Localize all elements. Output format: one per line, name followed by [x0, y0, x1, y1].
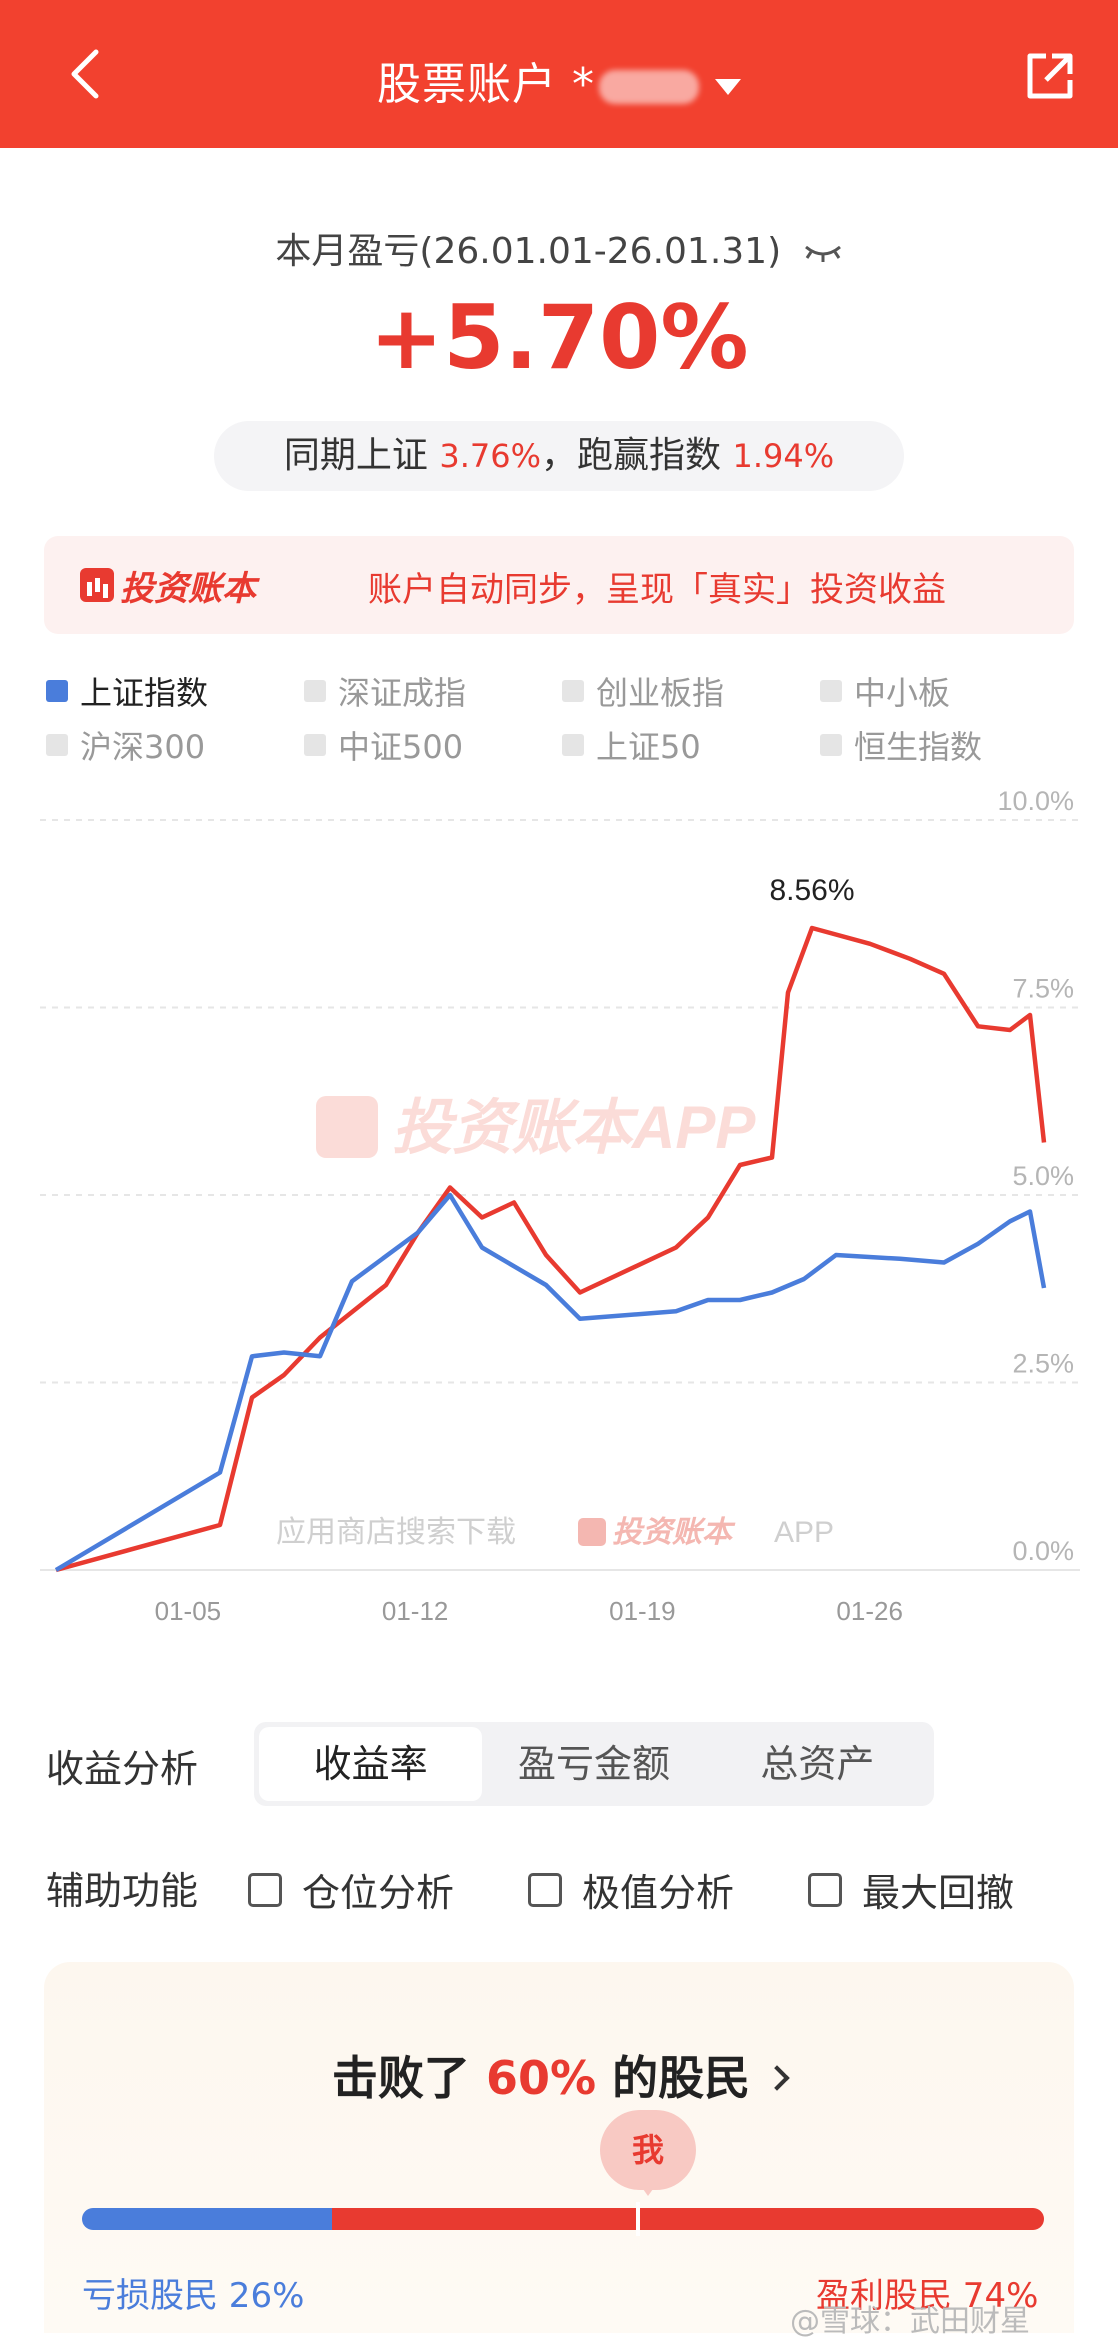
banner-text: 账户自动同步，呈现「真实」投资收益	[368, 570, 946, 610]
x-tick-label: 01-19	[609, 1596, 676, 1626]
legend-item-sme[interactable]: 中小板	[820, 668, 950, 714]
account-selector[interactable]: 股票账户 *	[0, 48, 1118, 112]
y-tick-label: 10.0%	[997, 786, 1074, 816]
loss-investors-label: 亏损股民 26%	[82, 2276, 305, 2316]
checkbox-square-icon	[562, 734, 584, 756]
caret-down-icon	[715, 79, 741, 95]
beat-headline: 击败了 60% 的股民	[44, 2042, 1074, 2108]
legend-label: 中证500	[338, 728, 464, 766]
chart-gridlines	[40, 819, 1080, 1571]
max-drawdown-checkbox[interactable]: 最大回撤	[808, 1862, 1014, 1917]
checkbox-label: 仓位分析	[302, 1871, 455, 1915]
watermark-small-logo-icon	[578, 1518, 606, 1546]
portfolio-return-line	[55, 925, 1047, 1573]
legend-item-shenzhen[interactable]: 深证成指	[304, 668, 466, 714]
beat-percent: 60%	[485, 2051, 597, 2105]
checkbox-icon	[808, 1872, 842, 1907]
y-tick-label: 0.0%	[1012, 1536, 1074, 1566]
beat-prefix: 击败了	[331, 2051, 470, 2105]
loss-segment	[82, 2208, 333, 2230]
checkbox-icon	[248, 1872, 282, 1907]
logo-text: 投资账本	[120, 568, 256, 609]
share-external-icon[interactable]	[1022, 48, 1078, 104]
tab-return-rate[interactable]: 收益率	[259, 1727, 483, 1801]
chart-series	[54, 925, 1047, 1573]
legend-label: 恒生指数	[854, 728, 983, 766]
y-tick-label: 2.5%	[1012, 1349, 1074, 1379]
checkbox-icon	[528, 1872, 562, 1907]
compare-prefix: 同期上证	[283, 435, 428, 476]
header-bar: 股票账户 *	[0, 0, 1118, 148]
aux-label: 辅助功能	[46, 1869, 199, 1913]
position-analysis-checkbox[interactable]: 仓位分析	[248, 1862, 454, 1917]
extreme-analysis-checkbox[interactable]: 极值分析	[528, 1862, 734, 1917]
shanghai-index-line	[54, 1192, 1047, 1572]
watermark-text: 投资账本APP	[392, 1094, 756, 1161]
index-return: 3.76%	[439, 437, 541, 475]
x-tick-label: 01-05	[155, 1596, 222, 1626]
watermark-logo-icon	[316, 1096, 378, 1158]
me-marker-bubble: 我	[600, 2110, 696, 2196]
tab-total-assets[interactable]: 总资产	[760, 1742, 875, 1786]
checkbox-square-icon	[820, 680, 842, 702]
y-tick-label: 5.0%	[1012, 1161, 1074, 1191]
legend-label: 中小板	[854, 674, 951, 712]
chart-download-watermark: 应用商店搜索下载 投资账本 APP	[276, 1516, 834, 1549]
masked-account-number	[599, 70, 699, 104]
chevron-right-icon	[764, 2064, 790, 2091]
checkbox-label: 最大回撤	[862, 1871, 1015, 1915]
watermark-brand-text: 投资账本	[612, 1516, 736, 1549]
compare-mid: ，跑赢指数	[541, 435, 722, 476]
tab-pnl-amount[interactable]: 盈亏金额	[517, 1742, 670, 1786]
y-axis-ticks: 0.0% 2.5% 5.0% 7.5% 10.0%	[997, 786, 1074, 1566]
checkbox-square-icon	[304, 734, 326, 756]
x-tick-label: 01-26	[836, 1596, 903, 1626]
legend-item-sse50[interactable]: 上证50	[562, 722, 701, 768]
return-chart[interactable]: 0.0%2.5%5.0%7.5%10.0% 01-05 01-12 01-19 01-…	[0, 780, 1118, 1660]
eye-closed-icon[interactable]	[803, 241, 843, 265]
analysis-label: 收益分析	[46, 1747, 199, 1791]
beat-investors-card[interactable]: 击败了 60% 的股民 我 亏损股民 26% 盈利股民 74%	[44, 1962, 1074, 2333]
watermark-download-text: 应用商店搜索下载	[276, 1516, 516, 1549]
peak-label: 8.56%	[769, 874, 854, 907]
legend-item-hangseng[interactable]: 恒生指数	[820, 722, 982, 768]
outperform-value: 1.94%	[732, 437, 835, 475]
page-title: 股票账户 *	[377, 59, 595, 110]
checkbox-square-icon	[820, 734, 842, 756]
beat-suffix: 的股民	[612, 2051, 751, 2105]
legend-item-csi300[interactable]: 沪深300	[46, 722, 205, 768]
me-position-marker	[636, 2202, 640, 2236]
period-label: 本月盈亏(26.01.01-26.01.31)	[0, 222, 1118, 274]
investor-distribution-bar	[82, 2208, 1044, 2230]
checkbox-square-icon	[562, 680, 584, 702]
checkbox-square-icon	[46, 734, 68, 756]
y-tick-label: 7.5%	[1012, 974, 1074, 1004]
legend-label: 深证成指	[338, 674, 467, 712]
promo-banner[interactable]: 投资账本 账户自动同步，呈现「真实」投资收益	[44, 536, 1074, 634]
period-text: 本月盈亏(26.01.01-26.01.31)	[275, 231, 782, 272]
checkbox-label: 极值分析	[582, 1871, 735, 1915]
legend-item-csi500[interactable]: 中证500	[304, 722, 463, 768]
chart-watermark: 投资账本APP	[316, 1094, 756, 1161]
legend-label: 创业板指	[596, 674, 725, 712]
legend-label: 沪深300	[80, 728, 206, 766]
checkbox-square-icon	[46, 680, 68, 702]
ledger-logo-icon	[80, 568, 114, 602]
monthly-pnl-percent: +5.70%	[369, 286, 749, 389]
legend-item-shanghai[interactable]: 上证指数	[46, 668, 208, 714]
chevron-left-icon[interactable]	[58, 44, 118, 104]
x-axis-ticks: 01-05 01-12 01-19 01-26	[155, 1596, 903, 1626]
legend-item-chinext[interactable]: 创业板指	[562, 668, 724, 714]
gain-investors-label: 盈利股民 74%	[816, 2276, 1039, 2316]
watermark-app-text: APP	[774, 1516, 834, 1549]
index-compare-pill: 同期上证 3.76%，跑赢指数 1.94%	[214, 421, 904, 491]
checkbox-square-icon	[304, 680, 326, 702]
snowball-watermark: @雪球：武田财星	[790, 2304, 1030, 2339]
analysis-tabs: 收益率 盈亏金额 总资产	[254, 1722, 934, 1806]
app-logo: 投资账本	[80, 562, 256, 609]
x-tick-label: 01-12	[382, 1596, 449, 1626]
legend-label: 上证指数	[80, 674, 209, 712]
gain-segment	[332, 2208, 1044, 2230]
legend-label: 上证50	[596, 728, 701, 766]
